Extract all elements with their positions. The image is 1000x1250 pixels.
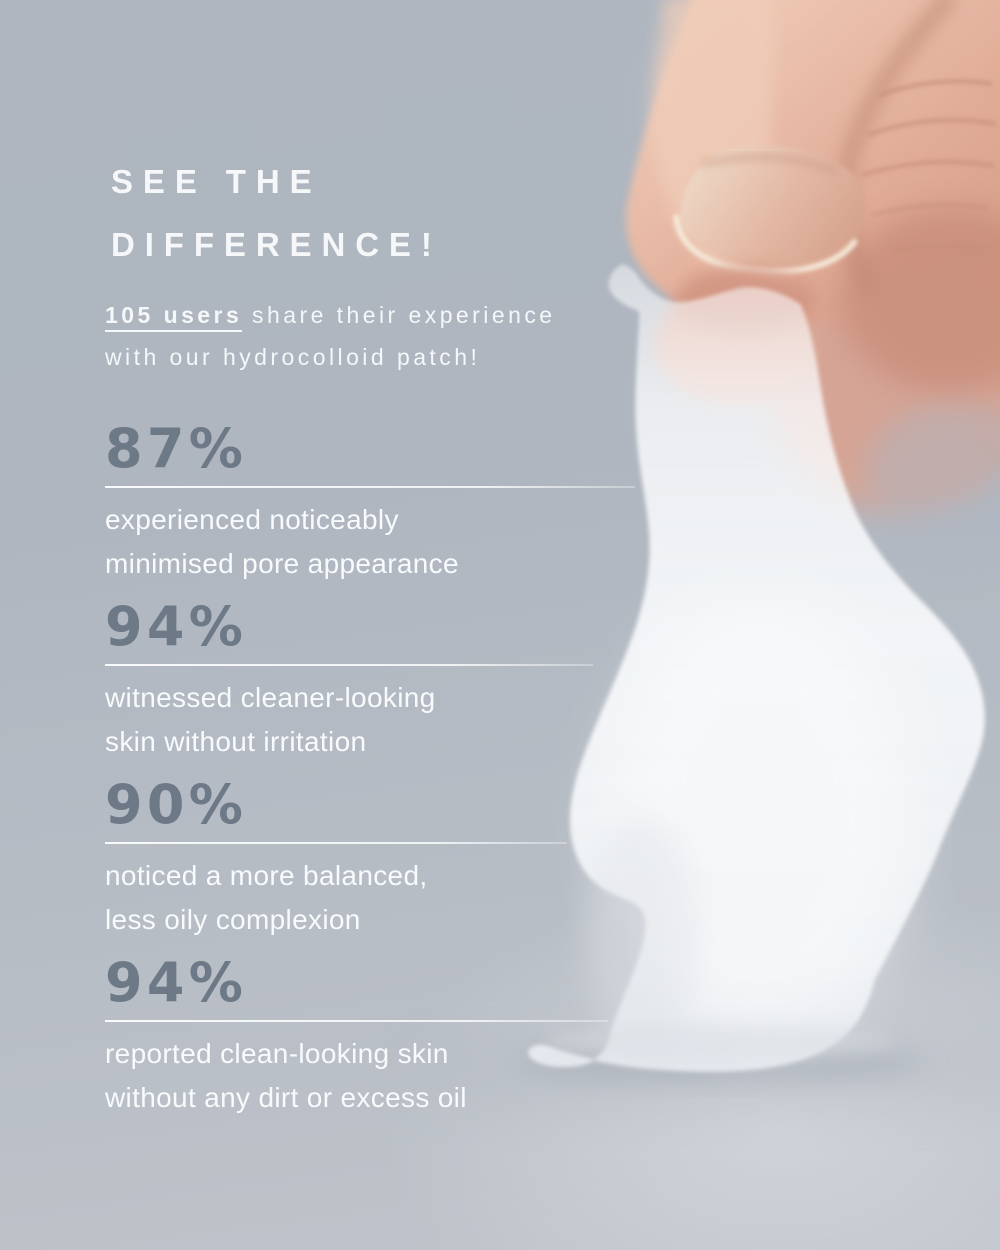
subtitle-line-1: 105 users share their experience (105, 294, 665, 336)
page-title: SEE THE DIFFERENCE! (111, 150, 665, 276)
finger-wrinkles (861, 79, 997, 254)
nail-base-shadow (700, 153, 838, 176)
stat-desc-line-2: minimised pore appearance (105, 548, 459, 579)
thumb-index-crease (836, 0, 959, 297)
user-count: 105 users (105, 302, 243, 332)
patch-fold-shading (584, 817, 700, 1053)
stat-description: reported clean-looking skin without any … (105, 1032, 665, 1120)
subtitle: 105 users share their experience with ou… (105, 294, 665, 378)
stat-block: 90% noticed a more balanced, less oily c… (105, 776, 665, 942)
title-line-1: SEE THE (111, 163, 322, 200)
stat-divider (105, 1020, 608, 1022)
stat-description: experienced noticeably minimised pore ap… (105, 498, 665, 586)
stat-block: 87% experienced noticeably minimised por… (105, 420, 665, 586)
stat-desc-line-1: noticed a more balanced, (105, 860, 428, 891)
wrist-fade (865, 403, 1000, 547)
title-line-2: DIFFERENCE! (111, 226, 442, 263)
stat-value: 94% (105, 595, 248, 658)
thumb-nail (680, 145, 866, 269)
stat-value: 94% (105, 951, 248, 1014)
stat-desc-line-1: witnessed cleaner-looking (105, 682, 436, 713)
hydrocolloid-patch (528, 264, 986, 1072)
stat-desc-line-2: skin without irritation (105, 726, 367, 757)
stat-divider (105, 486, 635, 488)
stat-divider (105, 664, 593, 666)
stat-value: 87% (105, 417, 248, 480)
stat-description: noticed a more balanced, less oily compl… (105, 854, 665, 942)
stat-divider (105, 842, 567, 844)
stats-list: 87% experienced noticeably minimised por… (105, 420, 665, 1132)
stat-value: 90% (105, 773, 248, 836)
text-overlay: SEE THE DIFFERENCE! 105 users share thei… (105, 150, 665, 378)
stat-description: witnessed cleaner-looking skin without i… (105, 676, 665, 764)
stat-block: 94% reported clean-looking skin without … (105, 954, 665, 1120)
subtitle-line-2: with our hydrocolloid patch! (105, 344, 481, 370)
stat-desc-line-2: without any dirt or excess oil (105, 1082, 467, 1113)
stat-desc-line-1: experienced noticeably (105, 504, 399, 535)
stat-block: 94% witnessed cleaner-looking skin witho… (105, 598, 665, 764)
stat-desc-line-1: reported clean-looking skin (105, 1038, 449, 1069)
stat-desc-line-2: less oily complexion (105, 904, 361, 935)
blurred-knuckle (840, 208, 1000, 392)
subtitle-rest: share their experience (242, 302, 556, 328)
